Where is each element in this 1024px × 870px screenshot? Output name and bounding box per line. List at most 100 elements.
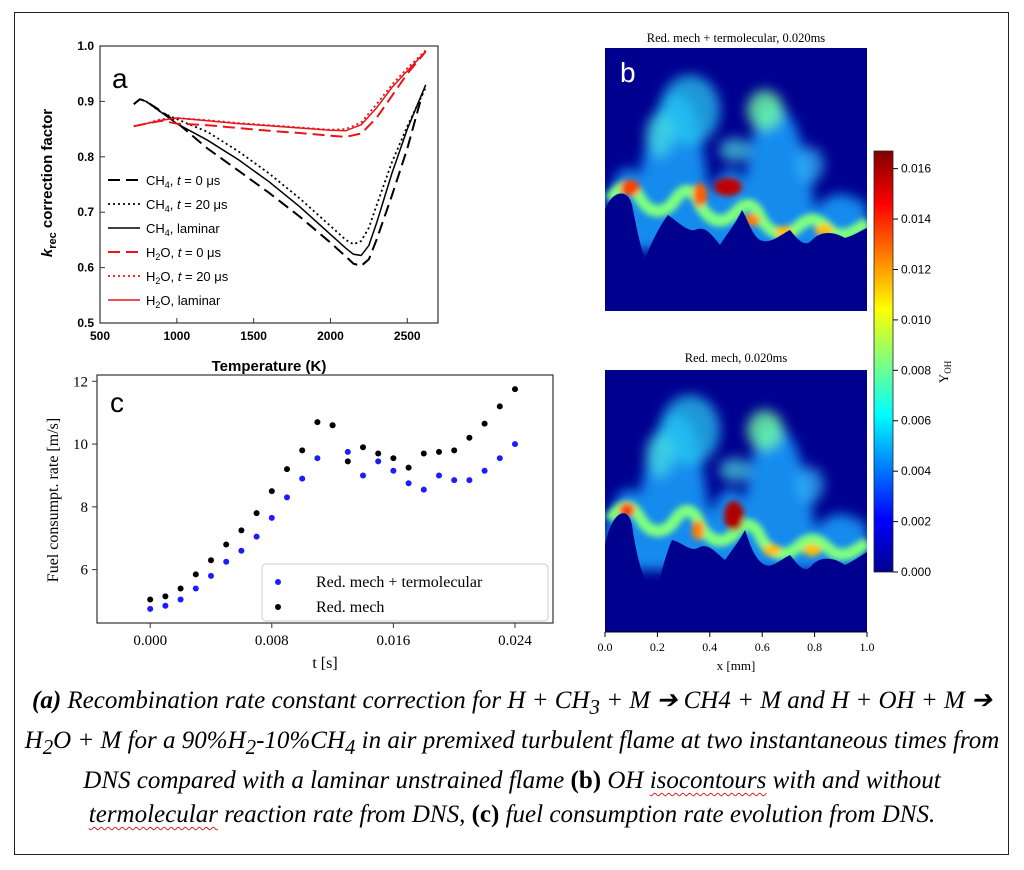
panel-c-legend-label: Red. mech <box>316 599 384 616</box>
panel-c-point-s1 <box>390 455 397 462</box>
panel-c-ytick-label: 6 <box>81 563 89 579</box>
map-top-title: Red. mech + termolecular, 0.020ms <box>647 31 826 45</box>
panel-c-point-s0 <box>223 558 230 565</box>
panel-c-point-s1 <box>192 571 199 578</box>
panel-c-point-s0 <box>420 486 427 493</box>
caption-a-text-7: in air premixed turbulent flame at two i… <box>83 727 1000 794</box>
arrow-icon: ➔ <box>656 687 678 714</box>
colorbar-tick-label: 0.014 <box>901 212 931 226</box>
colorbar-label: YOH <box>936 360 953 383</box>
panel-c-point-s0 <box>375 458 382 465</box>
caption-label-c: (c) <box>471 801 500 828</box>
panel-c-point-s0 <box>512 441 518 448</box>
panel-c-legend-marker <box>275 604 281 610</box>
panel-c-letter: c <box>110 387 124 418</box>
colorbar-tick-label: 0.012 <box>901 262 931 276</box>
caption-a-text-4: H <box>24 727 43 754</box>
colorbar-tick-label: 0.000 <box>901 565 931 579</box>
panel-c-point-s0 <box>481 467 488 474</box>
panel-a-xtick-label: 2000 <box>317 329 344 343</box>
map-xtick-label: 0.6 <box>755 640 770 654</box>
panel-a-ytick-label: 0.5 <box>77 316 94 330</box>
caption-label-a: (a) <box>32 687 62 714</box>
panel-c-xtick-label: 0.024 <box>498 633 532 649</box>
panel-c-point-s0 <box>284 494 290 501</box>
caption-a-text-5: O + M for a 90%H <box>53 727 246 754</box>
panel-a-xtick-label: 500 <box>90 329 110 343</box>
panel-c-point-s1 <box>344 458 351 465</box>
panel-c-chart: 0.000 0.008 0.016 0.024 6 8 10 12 c Red. mech +… <box>45 374 554 672</box>
panel-c-ytick-label: 10 <box>73 437 88 453</box>
panel-a-ytick-label: 0.9 <box>77 94 94 108</box>
panel-c-point-s0 <box>314 455 321 462</box>
panel-c-point-s1 <box>299 447 306 454</box>
panel-c-point-s0 <box>208 572 214 579</box>
panel-c-xlabel: t [s] <box>312 655 337 672</box>
panel-c-point-s1 <box>223 541 230 548</box>
map-xtick-label: 0.4 <box>702 640 717 654</box>
panel-c-ylabel: Fuel consumpt. rate [m/s] <box>45 418 62 582</box>
colorbar-tick-label: 0.004 <box>901 464 931 478</box>
panel-c-legend-marker <box>275 579 281 585</box>
map-xtick-label: 0.8 <box>807 640 822 654</box>
colorbar: 0.000 0.002 0.004 0.006 0.008 0.010 0.012 0.014… <box>873 150 953 579</box>
panel-a-xlabel: Temperature (K) <box>212 358 327 375</box>
panel-c-point-s0 <box>268 514 275 521</box>
panel-c-point-s1 <box>162 593 169 600</box>
caption-b-text-1: OH <box>601 767 650 794</box>
colorbar-tick-label: 0.016 <box>901 162 931 176</box>
panel-c-point-s1 <box>253 510 260 517</box>
panel-a-ytick-label: 0.7 <box>77 205 94 219</box>
colorbar-tick-label: 0.002 <box>901 515 931 529</box>
figure-frame <box>14 12 1009 855</box>
panel-c-point-s1 <box>208 557 214 564</box>
caption-a-text-3: CH4 + M and H + OH + M <box>677 687 972 714</box>
panel-b-heatmaps: Red. mech + termolecular, 0.020ms <box>598 31 954 673</box>
panel-c-point-s1 <box>329 422 336 429</box>
panel-c-point-s1 <box>420 450 427 457</box>
map-xlabel: x [mm] <box>717 658 756 673</box>
panel-c-ytick-label: 8 <box>81 500 89 516</box>
panel-a-series-line-2 <box>133 84 427 257</box>
panel-a-legend-label: H2O, laminar <box>146 293 221 310</box>
panel-a-legend: CH4, t = 0 μs CH4, t = 20 μs CH4, laminar H… <box>108 173 229 310</box>
panel-c-point-s0 <box>238 547 245 554</box>
panel-c-point-s0 <box>344 448 351 455</box>
caption-sub: 3 <box>589 695 600 719</box>
panel-a-legend-label: H2O, t = 20 μs <box>146 269 229 286</box>
panel-c-xtick-label: 0.008 <box>255 633 289 649</box>
panel-c-point-s0 <box>299 475 306 482</box>
panel-c-point-s0 <box>405 480 412 487</box>
panel-c-ytick-label: 12 <box>73 374 88 390</box>
panel-c-point-s0 <box>360 472 366 479</box>
panel-c-point-s0 <box>496 455 503 462</box>
panel-c-point-s0 <box>177 596 184 603</box>
caption-sub: 4 <box>344 735 356 759</box>
panel-c-legend-label: Red. mech + termolecular <box>316 574 483 591</box>
panel-c-xtick-label: 0.016 <box>377 633 411 649</box>
panel-c-point-s1 <box>451 447 458 454</box>
panel-a-letter: a <box>112 63 128 94</box>
colorbar-tick-label: 0.006 <box>901 414 931 428</box>
panel-c-point-s1 <box>466 434 473 441</box>
panel-c-point-s1 <box>436 448 442 455</box>
caption-a-text-6: -10%CH <box>256 727 345 754</box>
panel-a-series-line-5 <box>133 50 427 132</box>
map-xtick-label: 1.0 <box>860 640 875 654</box>
panel-c-point-s1 <box>177 585 184 592</box>
panel-c-xtick-label: 0.000 <box>133 633 167 649</box>
panel-c-point-s1 <box>360 444 366 451</box>
panel-c-point-s0 <box>390 467 397 474</box>
caption-b-text-2: with and without <box>766 767 941 794</box>
panel-c-point-s0 <box>436 472 442 479</box>
panel-c-point-s1 <box>496 403 503 410</box>
caption-c-text: fuel consumption rate evolution from DNS… <box>499 801 936 828</box>
panel-a-xtick-label: 2500 <box>394 329 421 343</box>
caption-a-text-2: + M <box>599 687 657 714</box>
panel-c-point-s0 <box>466 477 473 484</box>
colorbar-tick-label: 0.008 <box>901 363 931 377</box>
panel-a-xtick-label: 1500 <box>240 329 267 343</box>
caption-a-text-1: Recombination rate constant correction f… <box>61 687 590 714</box>
